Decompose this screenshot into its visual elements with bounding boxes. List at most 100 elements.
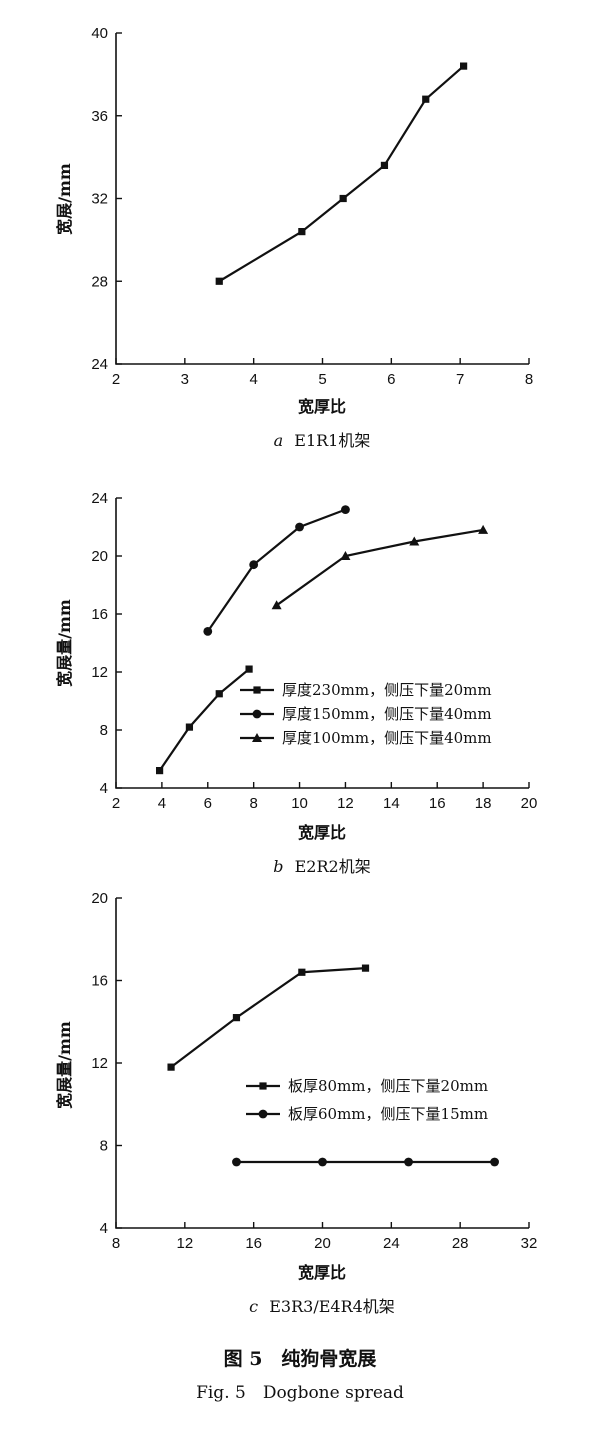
- chart-c-series-1-point: [167, 1063, 175, 1071]
- chart-b-series-1-point: [215, 690, 223, 698]
- chart-c-legend: 板厚80mm，侧压下量20mm 板厚60mm，侧压下量15mm: [246, 1077, 488, 1123]
- chart-a-xtick-label: 2: [112, 371, 120, 388]
- chart-b-caption-letter: b: [273, 857, 283, 876]
- chart-a-series-1-point: [215, 277, 223, 285]
- chart-c-caption-text: E3R3/E4R4机架: [269, 1297, 395, 1316]
- chart-c-ylabel: 宽展量/mm: [55, 1021, 74, 1109]
- chart-b-xtick-label: 14: [383, 795, 400, 812]
- chart-b-series-2-point: [249, 560, 259, 570]
- chart-b-xtick-label: 20: [521, 795, 538, 812]
- chart-c-xtick-label: 28: [452, 1235, 469, 1252]
- chart-b-series-2-line: [206, 508, 346, 633]
- chart-c-ytick-label: 20: [91, 890, 108, 907]
- chart-a-xtick-label: 8: [525, 371, 533, 388]
- chart-c-ytick-label: 16: [91, 973, 108, 990]
- chart-b-legend-marker: [253, 686, 261, 694]
- chart-a-xtick-label: 7: [456, 371, 464, 388]
- chart-a-series-1-point: [380, 161, 389, 169]
- chart-b-series-1-line: [158, 668, 250, 772]
- chart-b-legend: 厚度230mm，侧压下量20mm 厚度150mm，侧压下量40mm 厚度100mm，…: [240, 681, 492, 747]
- chart-c-ytick-label: 8: [100, 1138, 108, 1155]
- chart-a-xtick-label: 3: [181, 371, 189, 388]
- chart-b-xlabel: 宽厚比: [298, 823, 346, 842]
- chart-b-series-1-point: [155, 767, 164, 775]
- chart-c-series-1-point: [361, 964, 370, 972]
- chart-b-xtick-label: 4: [158, 795, 166, 812]
- chart-c-ytick-label: 12: [91, 1055, 108, 1072]
- chart-c-legend-marker: [259, 1082, 267, 1090]
- chart-a-axes: [115, 33, 529, 365]
- chart-b-legend-label: 厚度230mm，侧压下量20mm: [282, 681, 492, 699]
- chart-a-ytick-label: 28: [91, 273, 108, 290]
- chart-a-xlabel: 宽厚比: [298, 397, 346, 416]
- chart-c-ytick-label: 4: [100, 1220, 108, 1237]
- chart-b-xtick-label: 18: [475, 795, 492, 812]
- chart-a-series-1-point: [460, 62, 468, 70]
- chart-b-xtick-label: 2: [112, 795, 120, 812]
- chart-a-ytick-label: 24: [91, 356, 108, 373]
- chart-c-xtick-label: 32: [521, 1235, 538, 1252]
- chart-c-series-1-point: [298, 968, 306, 976]
- chart-b-series-3-point: [409, 536, 420, 546]
- chart-a-xtick-label: 5: [318, 371, 326, 388]
- chart-b-xtick-label: 10: [291, 795, 308, 812]
- chart-c-series-1-point: [232, 1014, 241, 1022]
- chart-b-xtick-label: 16: [429, 795, 446, 812]
- chart-c-series-2-point: [404, 1157, 413, 1167]
- chart-a-series-1-point: [339, 194, 347, 203]
- chart-panel-b: 2 4 6 8 10 12 14 16 18 204812162024厚度230mm，侧压下量20…: [55, 490, 537, 876]
- chart-b-xtick-label: 8: [249, 795, 257, 812]
- chart-a-caption-letter: a: [274, 431, 284, 450]
- chart-a-caption-text: E1R1机架: [294, 431, 370, 450]
- chart-a-ytick-label: 36: [91, 108, 108, 125]
- chart-a-xtick-label: 6: [387, 371, 395, 388]
- chart-panel-a: 2 3 4 5 6 7 8 24 28 32 36 40 宽厚比 宽展/mm a E1R1机架: [55, 25, 533, 450]
- chart-b-series-1-point: [185, 723, 194, 731]
- chart-b-xtick-label: 12: [337, 795, 354, 812]
- chart-a-xtick-label: 4: [249, 371, 257, 388]
- chart-b-series-2-point: [295, 522, 304, 532]
- chart-a-ytick-label: 40: [91, 25, 108, 42]
- chart-b-legend-marker: [252, 709, 262, 719]
- figure-title-cn: 图 5 纯狗骨宽展: [224, 1347, 377, 1370]
- chart-b-ytick-label: 12: [91, 664, 108, 681]
- chart-b-ytick-label: 16: [91, 606, 108, 623]
- chart-c-series-2-point: [232, 1157, 241, 1167]
- chart-c-legend-label: 板厚60mm，侧压下量15mm: [288, 1105, 488, 1123]
- chart-c-xtick-label: 12: [176, 1235, 193, 1252]
- chart-c-series-2-point: [490, 1157, 499, 1167]
- chart-a-caption: a E1R1机架: [274, 431, 371, 450]
- chart-b-series-2-point: [203, 627, 213, 636]
- chart-b-series-3-point: [271, 600, 282, 610]
- chart-a-series-1-point: [422, 95, 430, 103]
- chart-a-series-1-line: [218, 65, 465, 283]
- chart-c-series-2-point: [318, 1157, 327, 1167]
- chart-c-caption: c E3R3/E4R4机架: [249, 1297, 395, 1316]
- chart-c-legend-marker: [258, 1109, 268, 1119]
- chart-b-ytick-label: 4: [100, 780, 108, 797]
- figure-title-en: Fig. 5 Dogbone spread: [196, 1383, 404, 1403]
- chart-c-xtick-label: 20: [314, 1235, 331, 1252]
- chart-c-xlabel: 宽厚比: [298, 1263, 346, 1282]
- chart-c-xtick-label: 24: [383, 1235, 400, 1252]
- chart-panel-c: 8 12 16 20 24 28 3248121620板厚80mm，侧压下量20mm板厚60…: [55, 890, 537, 1316]
- chart-b-xtick-label: 6: [204, 795, 212, 812]
- chart-c-series-1-line: [170, 967, 366, 1069]
- chart-b-series-3-point: [478, 524, 489, 534]
- chart-b-series-3-point: [340, 551, 351, 560]
- chart-b-legend-label: 厚度150mm，侧压下量40mm: [282, 705, 492, 723]
- chart-b-legend-label: 厚度100mm，侧压下量40mm: [282, 729, 492, 747]
- chart-b-caption: b E2R2机架: [273, 857, 370, 876]
- chart-b-series-3-line: [275, 528, 484, 607]
- chart-a-series-1-point: [298, 228, 306, 236]
- chart-b-ytick-label: 8: [100, 722, 108, 739]
- chart-c-marks: 8 12 16 20 24 28 3248121620板厚80mm，侧压下量20mm板厚60…: [91, 890, 537, 1252]
- chart-a-marks: 2 3 4 5 6 7 8 24 28 32 36 40: [91, 25, 533, 388]
- chart-a-ylabel: 宽展/mm: [55, 163, 74, 235]
- chart-c-legend-label: 板厚80mm，侧压下量20mm: [288, 1077, 488, 1095]
- chart-c-xtick-label: 16: [245, 1235, 262, 1252]
- chart-b-marks: 2 4 6 8 10 12 14 16 18 204812162024厚度230mm，侧压下量20…: [91, 490, 537, 812]
- chart-b-series-1-point: [245, 665, 253, 673]
- chart-b-caption-text: E2R2机架: [295, 857, 371, 876]
